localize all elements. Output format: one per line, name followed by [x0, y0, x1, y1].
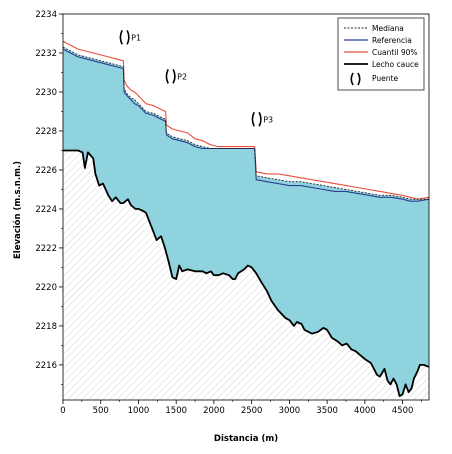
x-tick-label: 4500	[392, 406, 414, 416]
y-tick-label: 2226	[35, 166, 57, 176]
legend: Mediana Referencia Cuantil 90% Lecho cau…	[337, 17, 425, 91]
plot-frame	[62, 13, 430, 401]
bridge-icon	[119, 30, 123, 45]
legend-label-mediana: Mediana	[372, 24, 404, 33]
x-tick-label: 3000	[279, 406, 301, 416]
x-tick-label: 3500	[316, 406, 338, 416]
bridge-marker-p1: P1	[119, 30, 141, 45]
y-tick-label: 2234	[35, 10, 57, 20]
x-tick-label: 2000	[203, 406, 225, 416]
bridge-marker-p3: P3	[251, 111, 273, 127]
water-fill	[63, 47, 429, 397]
y-tick-label: 2222	[35, 244, 57, 254]
x-tick-label: 0	[60, 406, 65, 416]
series-mediana	[63, 46, 429, 200]
bridge-label: P1	[131, 33, 141, 42]
x-axis-title: Distancia (m)	[214, 434, 278, 444]
y-tick-label: 2216	[35, 361, 57, 371]
plot-area: P1 P2 P3	[63, 30, 429, 400]
series-lecho-cauce	[63, 149, 429, 397]
legend-label-referencia: Referencia	[372, 36, 412, 45]
bridge-icon	[258, 111, 262, 127]
bridge-icon	[350, 72, 361, 86]
x-tick-label: 2500	[241, 406, 263, 416]
y-tick-label: 2220	[35, 283, 57, 293]
x-tick-label: 500	[93, 406, 109, 416]
y-axis-title: Elevación (m.s.n.m.)	[12, 161, 23, 259]
x-tick-label: 1500	[165, 406, 187, 416]
axes: 0 500 1000 1500 2000 2500 3000 3500 4000 4500 2216…	[35, 10, 422, 416]
series-cuantil-90	[63, 40, 429, 200]
legend-label-puente: Puente	[372, 74, 398, 83]
ground-hatch	[63, 150, 429, 400]
y-tick-label: 2232	[35, 49, 57, 59]
legend-label-cuantil: Cuantil 90%	[372, 48, 418, 57]
y-tick-label: 2218	[35, 322, 57, 332]
y-tick-label: 2224	[35, 205, 57, 215]
y-tick-label: 2230	[35, 88, 57, 98]
legend-box	[337, 17, 425, 91]
bridge-marker-p2: P2	[165, 69, 187, 84]
series-referencia	[63, 48, 429, 202]
bridge-icon	[251, 111, 255, 127]
x-tick-label: 4000	[354, 406, 376, 416]
bridge-label: P3	[263, 115, 273, 124]
bridge-icon	[126, 30, 130, 45]
legend-label-lecho: Lecho cauce	[372, 60, 419, 69]
y-tick-label: 2228	[35, 127, 57, 137]
bridge-icon	[172, 69, 176, 84]
bridge-icon	[165, 69, 169, 84]
bridge-label: P2	[177, 72, 187, 81]
x-tick-label: 1000	[128, 406, 150, 416]
